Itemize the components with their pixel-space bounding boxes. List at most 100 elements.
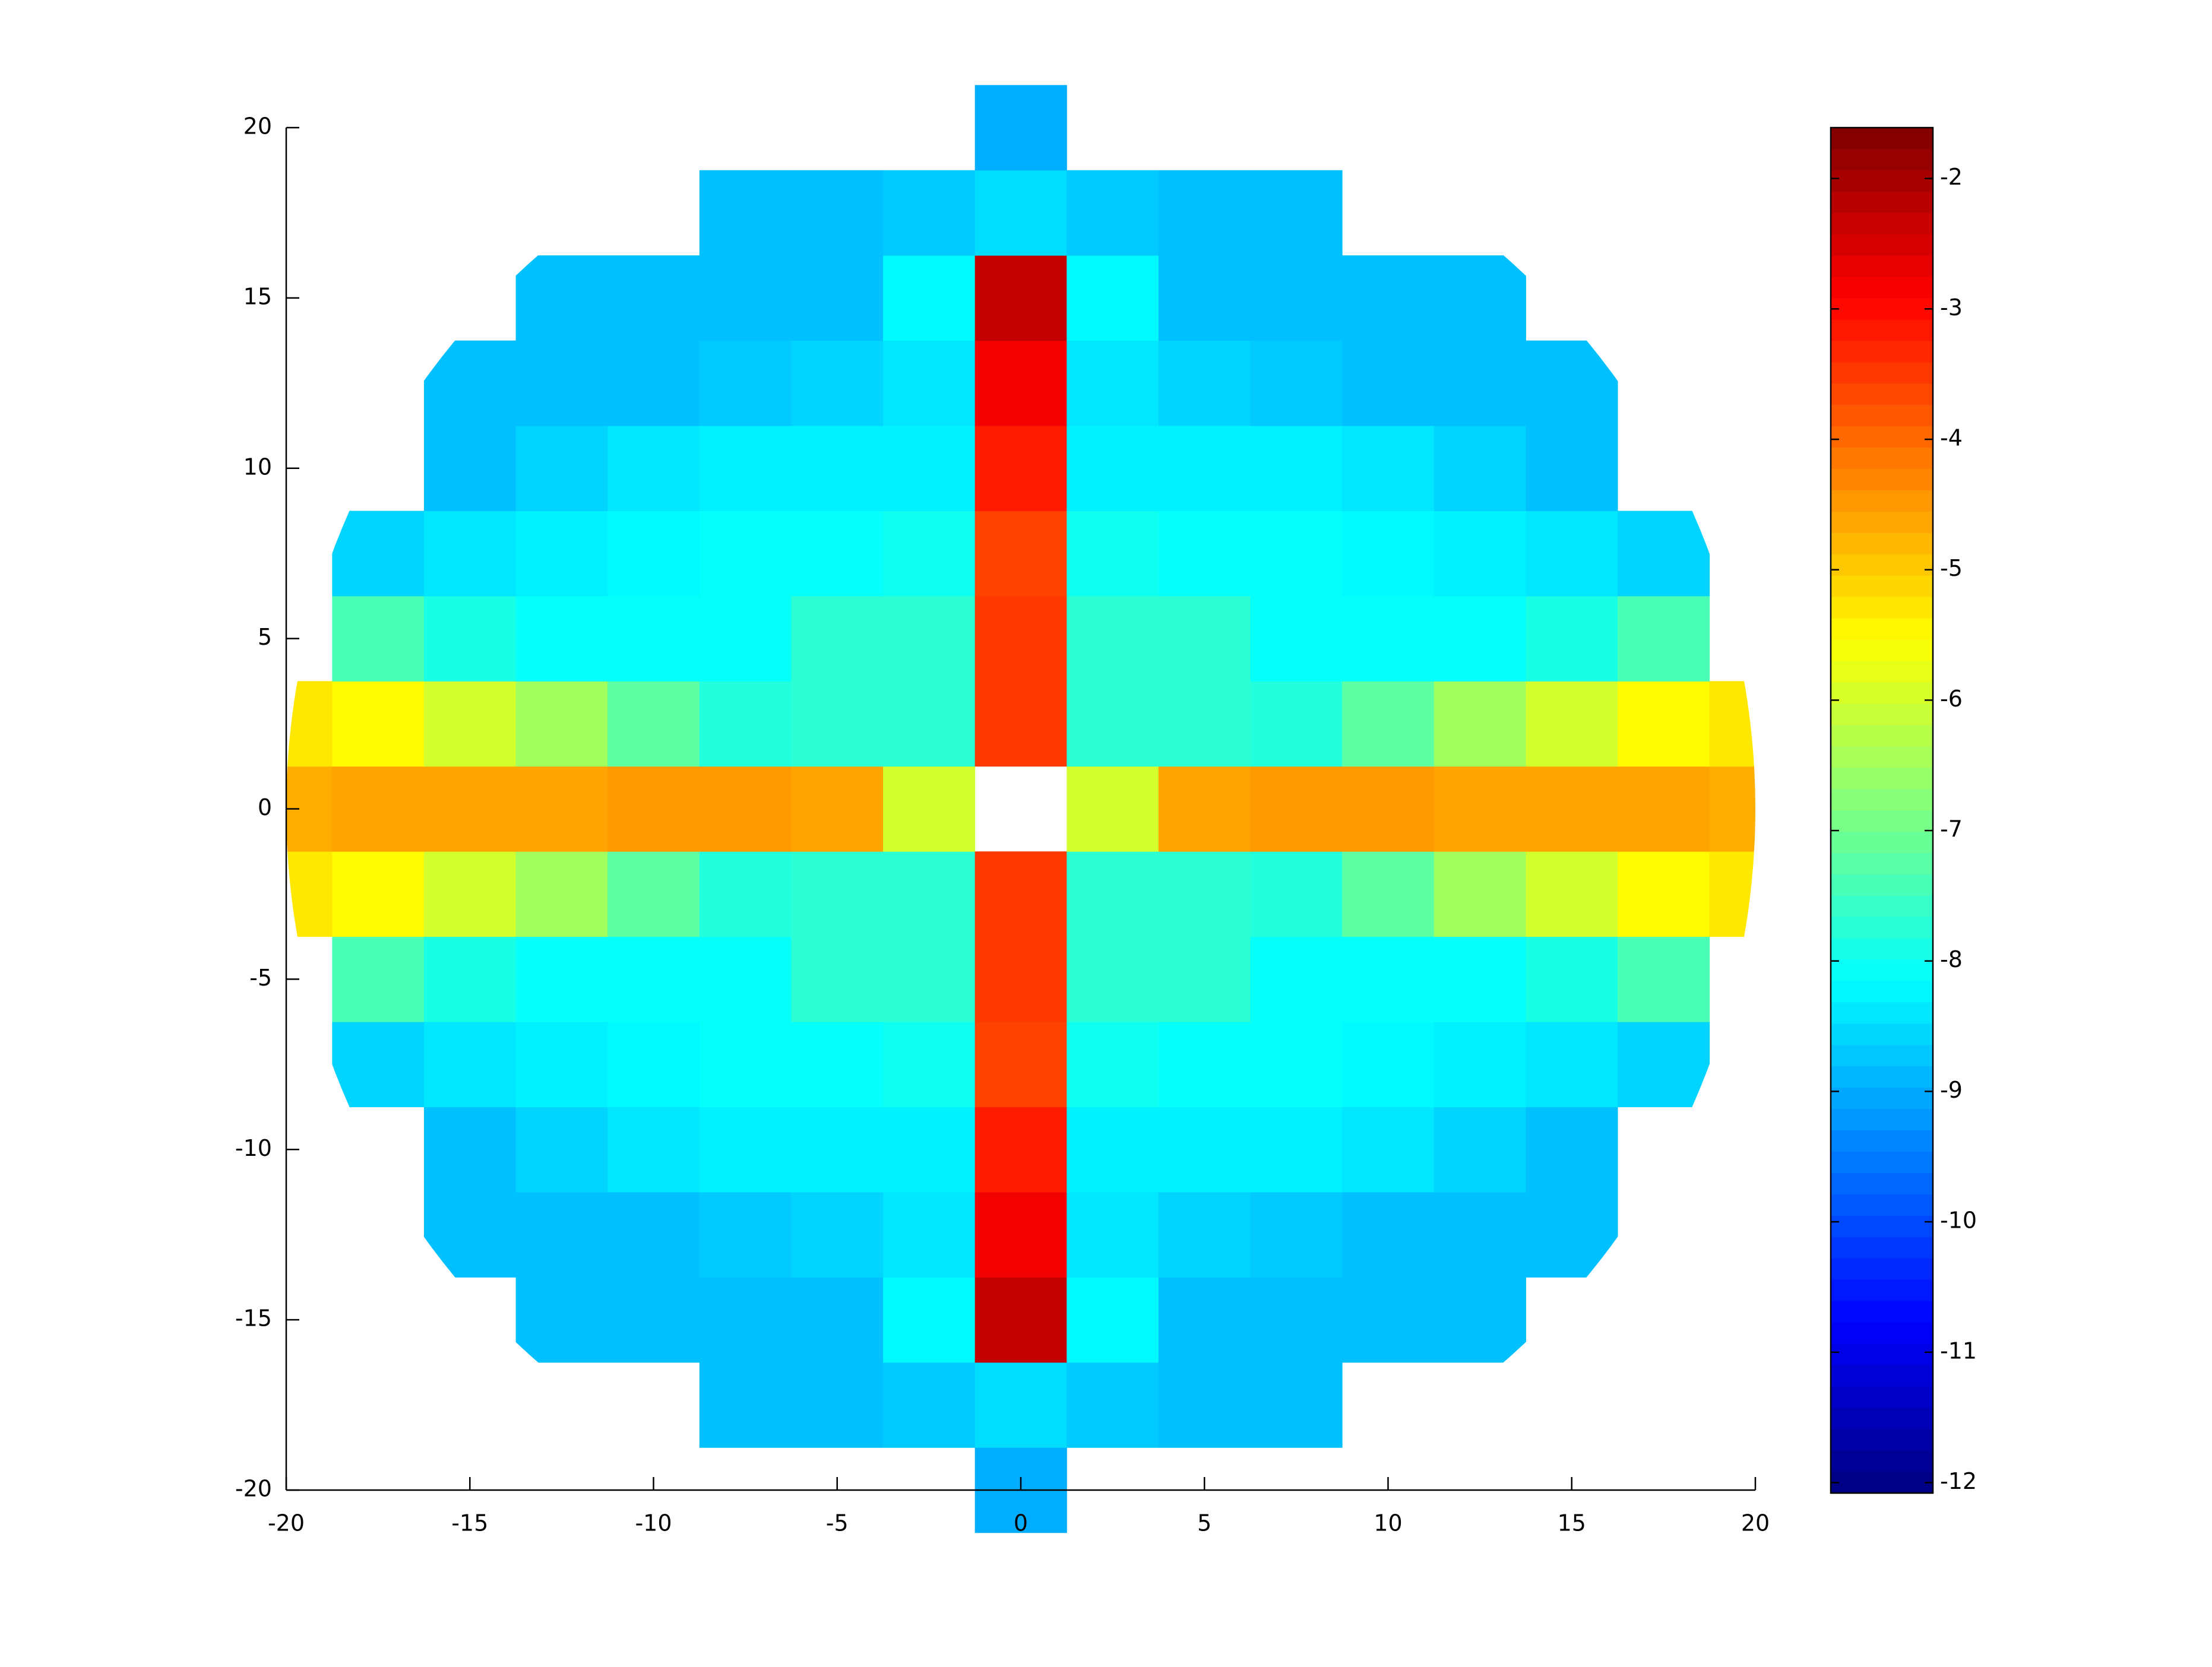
heatmap-cell: [1618, 766, 1710, 852]
heatmap-cell: [1158, 851, 1251, 937]
heatmap-cell: [1342, 1022, 1435, 1108]
colorbar-tick-label: -5: [1940, 555, 1963, 581]
heatmap-cell: [1433, 851, 1526, 937]
heatmap-cell: [1342, 1191, 1435, 1278]
heatmap-cell: [1526, 595, 1618, 682]
heatmap-cell: [1709, 681, 1755, 767]
heatmap-cell: [332, 936, 425, 1022]
heatmap-cell: [1342, 681, 1435, 767]
heatmap-cell: [1067, 1362, 1159, 1448]
heatmap-cell: [791, 426, 884, 511]
x-tick-label: -15: [451, 1510, 488, 1536]
colorbar-tick-label: -8: [1940, 946, 1963, 972]
heatmap-cell: [332, 595, 425, 682]
heatmap-cell: [1250, 1191, 1343, 1278]
heatmap-cell: [515, 1022, 608, 1108]
heatmap-cell: [607, 766, 700, 852]
heatmap-cell: [1526, 1022, 1618, 1108]
heatmap-cell: [883, 426, 976, 511]
heatmap-cell: [515, 851, 608, 937]
heatmap-cell: [974, 936, 1067, 1022]
colorbar-tick-label: -11: [1940, 1338, 1977, 1364]
heatmap: [286, 85, 1755, 1533]
heatmap-cell: [1433, 1022, 1526, 1108]
colorbar-tick-label: -10: [1940, 1208, 1977, 1234]
heatmap-cell: [607, 595, 700, 682]
heatmap-cell: [791, 766, 884, 852]
heatmap-cell: [1158, 511, 1251, 597]
heatmap-cell: [1158, 426, 1251, 511]
heatmap-cell: [607, 1107, 700, 1193]
heatmap-cell: [515, 340, 608, 426]
heatmap-cell: [1433, 766, 1526, 852]
heatmap-cell: [1342, 255, 1435, 341]
y-tick-label: -20: [235, 1476, 272, 1502]
heatmap-cell: [1250, 1277, 1343, 1363]
heatmap-cell: [974, 1277, 1067, 1363]
heatmap-cell: [1250, 851, 1343, 937]
heatmap-cell: [1433, 426, 1526, 511]
heatmap-cell: [423, 681, 517, 767]
heatmap-cell: [1342, 1277, 1435, 1363]
heatmap-cell: [423, 595, 517, 682]
heatmap-cell: [791, 1362, 884, 1448]
colorbar-tick-label: -7: [1940, 816, 1963, 842]
heatmap-cell: [1433, 1107, 1526, 1193]
heatmap-cell: [883, 681, 976, 767]
heatmap-cell: [515, 766, 608, 852]
heatmap-cell: [423, 511, 517, 597]
heatmap-cell: [1433, 340, 1526, 426]
heatmap-cell: [883, 1022, 976, 1108]
heatmap-cell: [1158, 1107, 1251, 1193]
y-tick-label: 20: [243, 113, 272, 140]
heatmap-cell: [1067, 511, 1159, 597]
heatmap-cell: [515, 936, 608, 1022]
heatmap-cell: [1067, 255, 1159, 341]
heatmap-cell: [1158, 766, 1251, 852]
colorbar-tick-label: -3: [1940, 294, 1963, 321]
heatmap-cell: [791, 936, 884, 1022]
heatmap-cell: [791, 340, 884, 426]
colorbar-tick-label: -6: [1940, 686, 1963, 712]
heatmap-cell: [974, 595, 1067, 682]
heatmap-cell: [1618, 1022, 1710, 1108]
heatmap-cell: [974, 1362, 1067, 1448]
colorbar: [1830, 126, 1934, 1494]
heatmap-cell: [515, 595, 608, 682]
heatmap-cell: [1618, 936, 1710, 1022]
heatmap-cell: [699, 170, 792, 256]
heatmap-cell: [607, 1277, 700, 1363]
y-tick-label: 5: [258, 624, 272, 650]
heatmap-cell: [607, 681, 700, 767]
heatmap-cell: [1250, 766, 1343, 852]
heatmap-cell: [883, 1191, 976, 1278]
heatmap-cell: [423, 426, 517, 511]
heatmap-cell: [1250, 681, 1343, 767]
heatmap-cell: [1342, 936, 1435, 1022]
heatmap-cell: [332, 851, 425, 937]
heatmap-cell: [1158, 1277, 1251, 1363]
heatmap-cell: [974, 1191, 1067, 1278]
heatmap-cell: [1158, 170, 1251, 256]
heatmap-cell: [791, 851, 884, 937]
heatmap-cell: [883, 936, 976, 1022]
y-tick-label: -5: [249, 965, 272, 991]
heatmap-cell: [974, 170, 1067, 256]
heatmap-cell: [332, 766, 425, 852]
heatmap-cell: [515, 511, 608, 597]
heatmap-cell: [974, 511, 1067, 597]
heatmap-cell: [699, 340, 792, 426]
x-tick-label: 5: [1197, 1510, 1211, 1536]
heatmap-cell: [883, 766, 976, 852]
heatmap-cell: [883, 340, 976, 426]
heatmap-cell: [791, 681, 884, 767]
heatmap-cell: [699, 1277, 792, 1363]
x-tick-label: -20: [268, 1510, 305, 1536]
heatmap-cell: [607, 851, 700, 937]
heatmap-cell: [1526, 1191, 1618, 1278]
heatmap-cell: [1067, 170, 1159, 256]
heatmap-cell: [1342, 340, 1435, 426]
heatmap-cell: [1618, 851, 1710, 937]
heatmap-cell: [515, 1107, 608, 1193]
